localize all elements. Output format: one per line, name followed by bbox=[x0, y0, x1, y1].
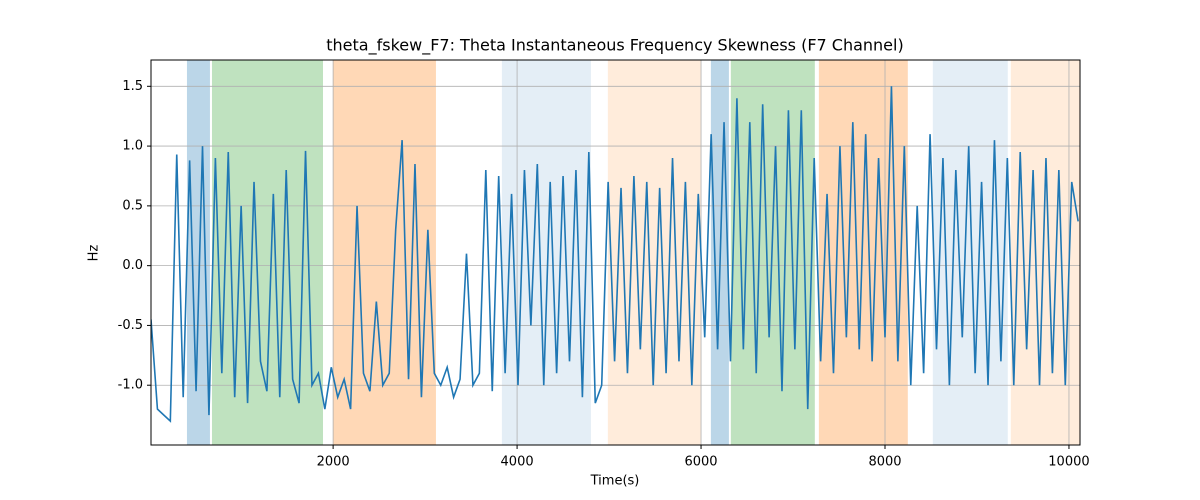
y-tick-label: 0.5 bbox=[122, 198, 143, 213]
x-tick-label: 2000 bbox=[317, 455, 350, 470]
y-tick-label: 0.0 bbox=[122, 258, 143, 273]
y-tick-label: -0.5 bbox=[118, 318, 143, 333]
highlight-span bbox=[1010, 60, 1080, 445]
chart-title: theta_fskew_F7: Theta Instantaneous Freq… bbox=[326, 36, 903, 56]
x-tick-label: 10000 bbox=[1048, 455, 1089, 470]
data-line bbox=[151, 86, 1079, 423]
highlight-span bbox=[932, 60, 1008, 445]
x-tick-label: 4000 bbox=[501, 455, 534, 470]
plot-frame bbox=[150, 59, 1081, 446]
x-tick-label: 8000 bbox=[868, 455, 901, 470]
y-axis-label: Hz bbox=[87, 245, 102, 262]
x-axis-label: Time(s) bbox=[590, 474, 640, 489]
x-tick-label: 6000 bbox=[684, 455, 717, 470]
highlight-span bbox=[186, 60, 210, 445]
highlight-span bbox=[818, 60, 908, 445]
y-tick-label: -1.0 bbox=[118, 378, 143, 393]
y-tick-label: 1.5 bbox=[122, 79, 143, 94]
y-tick-label: 1.0 bbox=[122, 139, 143, 154]
